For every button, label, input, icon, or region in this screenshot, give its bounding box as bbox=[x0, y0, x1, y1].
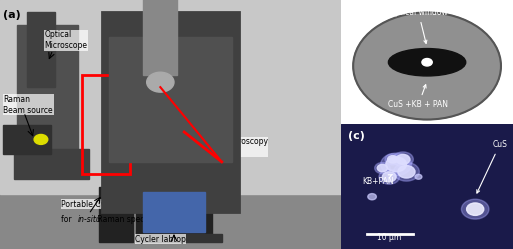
Circle shape bbox=[396, 154, 410, 164]
Bar bbox=[4, 124, 51, 154]
Bar bbox=[99, 187, 133, 242]
Bar bbox=[0, 194, 341, 249]
Text: Raman spectroscopy: Raman spectroscopy bbox=[95, 215, 177, 224]
Bar bbox=[109, 37, 232, 162]
Circle shape bbox=[377, 164, 387, 172]
Text: CuS: CuS bbox=[477, 140, 507, 193]
Bar bbox=[17, 25, 78, 162]
Circle shape bbox=[368, 194, 377, 200]
Circle shape bbox=[467, 203, 484, 215]
Circle shape bbox=[422, 59, 432, 66]
Text: Raman spectroscopy
stage: Raman spectroscopy stage bbox=[188, 137, 268, 156]
Text: in-situ: in-situ bbox=[78, 215, 102, 224]
Circle shape bbox=[387, 156, 398, 163]
Circle shape bbox=[381, 153, 411, 176]
Circle shape bbox=[386, 157, 406, 172]
Circle shape bbox=[147, 72, 174, 92]
Bar bbox=[14, 149, 89, 179]
Text: Cycler labtop: Cycler labtop bbox=[135, 235, 186, 244]
Bar bbox=[103, 12, 239, 212]
Circle shape bbox=[415, 174, 422, 179]
Bar bbox=[82, 75, 130, 174]
Text: 10 μm: 10 μm bbox=[377, 233, 401, 242]
Circle shape bbox=[393, 162, 419, 181]
Text: Portable Cycler: Portable Cycler bbox=[62, 200, 120, 209]
Circle shape bbox=[379, 169, 400, 184]
Text: (c): (c) bbox=[348, 131, 365, 141]
Text: KB+PAN: KB+PAN bbox=[362, 175, 393, 186]
Bar bbox=[27, 12, 54, 87]
Bar bbox=[0, 0, 341, 194]
Text: CuS +KB + PAN: CuS +KB + PAN bbox=[388, 85, 448, 109]
Text: Optical window: Optical window bbox=[389, 8, 448, 43]
Ellipse shape bbox=[388, 49, 466, 76]
Bar bbox=[143, 192, 205, 232]
Circle shape bbox=[398, 166, 415, 178]
Circle shape bbox=[353, 12, 501, 120]
Bar bbox=[136, 182, 211, 237]
Text: (a): (a) bbox=[4, 10, 21, 20]
Circle shape bbox=[462, 199, 489, 219]
Circle shape bbox=[385, 154, 401, 165]
Text: (b): (b) bbox=[348, 6, 366, 16]
Text: Optical
Microscope: Optical Microscope bbox=[44, 30, 87, 50]
Bar bbox=[143, 0, 177, 75]
Bar bbox=[136, 234, 222, 242]
Circle shape bbox=[374, 162, 390, 174]
Text: for: for bbox=[62, 215, 74, 224]
Text: Raman
Beam source: Raman Beam source bbox=[4, 95, 53, 115]
Circle shape bbox=[34, 134, 48, 144]
Circle shape bbox=[382, 172, 396, 182]
Circle shape bbox=[393, 152, 413, 167]
